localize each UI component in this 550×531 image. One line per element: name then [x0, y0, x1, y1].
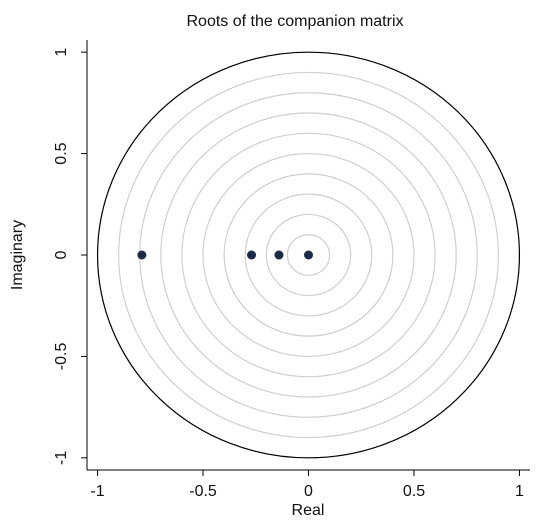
- grid-circle: [223, 173, 394, 337]
- grid-circle: [286, 234, 331, 276]
- x-axis-label: Real: [292, 502, 325, 519]
- x-tick-label: -1: [90, 483, 104, 500]
- grid-circle: [118, 71, 499, 439]
- y-tick-label: 1: [53, 48, 70, 57]
- x-tick-label: 1: [515, 483, 524, 500]
- grid-circle: [202, 152, 415, 358]
- point: [137, 250, 147, 260]
- y-tick-label: 0.5: [53, 142, 70, 164]
- y-tick-label: 0: [53, 250, 70, 259]
- x-tick-label: 0: [304, 483, 313, 500]
- grid-circle: [244, 193, 373, 317]
- x-tick-label: 0.5: [403, 483, 425, 500]
- y-axis-label: Imaginary: [9, 220, 26, 290]
- point: [274, 250, 284, 260]
- grid-circle: [160, 112, 457, 398]
- grid-circle: [181, 132, 436, 378]
- y-tick-label: -1: [53, 451, 70, 465]
- chart-title: Roots of the companion matrix: [187, 13, 404, 30]
- unit-circle: [96, 51, 521, 459]
- point: [247, 250, 257, 260]
- grid-circle: [265, 213, 352, 297]
- point: [304, 250, 313, 260]
- y-tick-label: -0.5: [53, 343, 70, 371]
- x-tick-label: -0.5: [189, 483, 217, 500]
